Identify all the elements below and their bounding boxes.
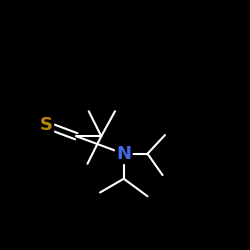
Text: S: S (40, 116, 53, 134)
Text: N: N (116, 145, 131, 163)
